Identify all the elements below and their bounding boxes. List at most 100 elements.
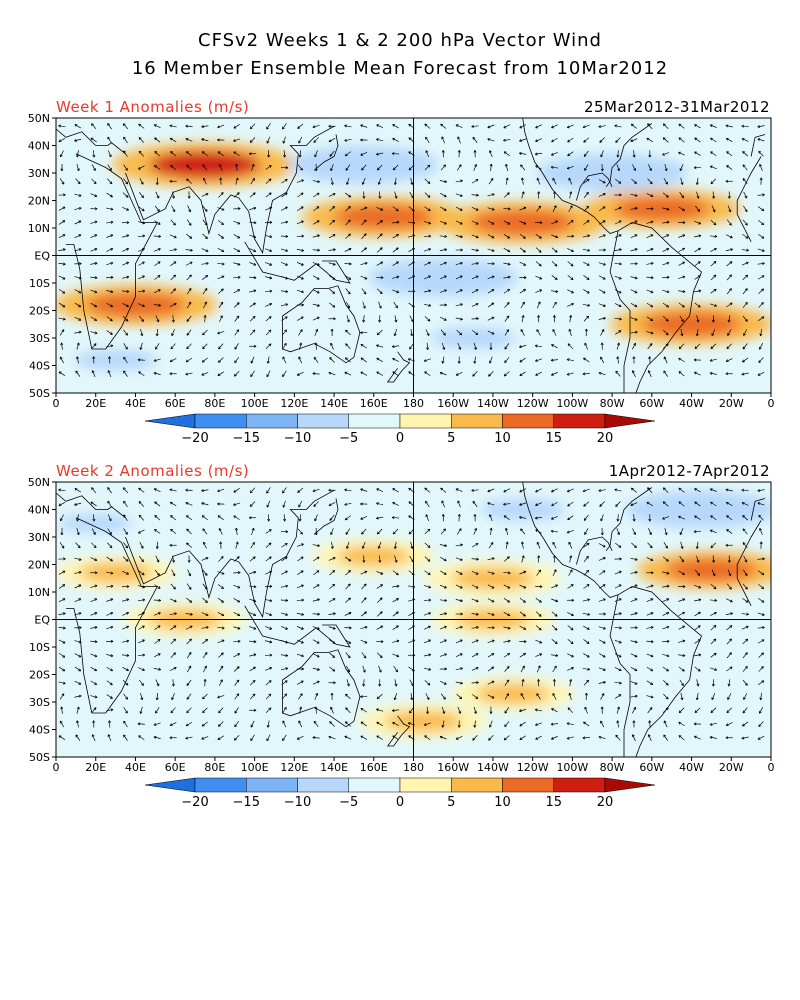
latitude-tick-label: 30N: [28, 167, 50, 180]
anomaly-core: [86, 292, 185, 318]
latitude-tick-label: 40N: [28, 140, 50, 153]
longitude-tick-label: 120W: [517, 761, 549, 774]
coastline: [617, 586, 702, 757]
longitude-tick-label: 20E: [85, 397, 106, 410]
latitude-tick-label: EQ: [34, 250, 50, 263]
anomaly-core: [567, 161, 658, 185]
latitude-tick-label: 30S: [29, 696, 50, 709]
coastline: [736, 156, 762, 215]
latitude-tick-label: 30N: [28, 531, 50, 544]
anomaly-core: [430, 327, 516, 349]
week1-panel-label: Week 1 Anomalies (m/s): [56, 98, 250, 116]
colorbar-tick-label: 10: [494, 795, 511, 810]
longitude-tick-label: 140E: [320, 761, 348, 774]
latitude-tick-label: 50N: [28, 476, 50, 489]
colorbar-tick-label: −5: [339, 431, 358, 446]
week2-colorbar: −20 −15 −10 −5 0 5 10 15 20: [144, 777, 656, 810]
week2-date-range: 1Apr2012-7Apr2012: [608, 462, 770, 480]
longitude-tick-label: 40E: [125, 761, 146, 774]
wind-vectors: [58, 123, 765, 378]
longitude-tick-label: 40E: [125, 397, 146, 410]
anomaly-core: [642, 312, 741, 337]
colorbar-tick-label: −15: [233, 795, 260, 810]
colorbar-tick-label: 20: [597, 431, 614, 446]
colorbar-swatch: [553, 777, 606, 793]
longitude-tick-label: 40W: [679, 397, 704, 410]
colorbar-swatch: [297, 413, 349, 429]
longitude-tick-label: 80E: [204, 397, 225, 410]
longitude-tick-label: 160E: [360, 397, 388, 410]
colorbar-swatch: [297, 777, 349, 793]
anomaly-core: [334, 204, 433, 230]
coastline: [313, 498, 339, 535]
anomaly-core: [614, 196, 709, 221]
colorbar-tick-label: −10: [284, 795, 311, 810]
longitude-tick-label: 40W: [679, 761, 704, 774]
colorbar-tick-label: −15: [233, 431, 260, 446]
latitude-tick-label: 50N: [28, 112, 50, 125]
week2-panel-label: Week 2 Anomalies (m/s): [56, 462, 250, 480]
longitude-tick-label: 0: [768, 761, 775, 774]
longitude-tick-label: 0: [768, 397, 775, 410]
colorbar-max-arrow: [604, 413, 656, 429]
coastline: [281, 649, 361, 728]
longitude-tick-label: 20W: [719, 397, 744, 410]
colorbar-tick-label: −10: [284, 431, 311, 446]
colorbar-tick-label: 5: [447, 431, 455, 446]
coastline: [576, 172, 613, 201]
colorbar-tick-label: 15: [545, 795, 562, 810]
anomaly-core: [666, 558, 757, 582]
coastline: [736, 520, 762, 579]
latitude-tick-label: 20N: [28, 559, 50, 572]
longitude-tick-label: 80E: [204, 761, 225, 774]
coastline: [522, 482, 619, 598]
latitude-tick-label: 10N: [28, 586, 50, 599]
latitude-tick-label: 10N: [28, 222, 50, 235]
longitude-tick-label: 100W: [556, 761, 588, 774]
colorbar-tick-label: 0: [396, 431, 404, 446]
longitude-tick-label: 20W: [719, 761, 744, 774]
wind-vectors: [58, 487, 765, 742]
coastline: [313, 134, 339, 171]
latitude-tick-label: 50S: [29, 387, 50, 400]
anomaly-core: [479, 498, 566, 521]
colorbar-min-arrow: [144, 777, 196, 793]
colorbar-tick-label: −5: [339, 795, 358, 810]
coastline: [605, 487, 653, 552]
longitude-tick-label: 120W: [517, 397, 549, 410]
longitude-tick-label: 60W: [639, 761, 664, 774]
longitude-tick-label: 120E: [280, 761, 308, 774]
colorbar-swatch: [348, 413, 401, 429]
longitude-tick-label: 80W: [600, 397, 625, 410]
longitude-tick-label: 180: [403, 761, 424, 774]
colorbar-swatch: [502, 777, 554, 793]
colorbar-tick-label: −20: [181, 795, 208, 810]
colorbar-swatch: [399, 777, 452, 793]
coastline: [605, 123, 653, 188]
colorbar-swatch: [399, 413, 452, 429]
anomaly-core: [476, 684, 550, 704]
colorbar-swatch: [451, 777, 503, 793]
anomaly-core: [318, 153, 409, 177]
colorbar-swatch: [451, 413, 503, 429]
longitude-tick-label: 100E: [241, 397, 269, 410]
colorbar-swatch: [502, 413, 554, 429]
coastline: [609, 594, 631, 757]
longitude-tick-label: 80W: [600, 761, 625, 774]
longitude-tick-label: 100E: [241, 761, 269, 774]
colorbar-max-arrow: [604, 777, 656, 793]
longitude-tick-label: 60W: [639, 397, 664, 410]
coastline: [281, 285, 361, 364]
longitude-tick-label: 160E: [360, 761, 388, 774]
anomaly-core: [140, 720, 210, 739]
anomaly-core: [78, 563, 153, 583]
anomaly-core: [452, 567, 534, 589]
colorbar-tick-label: 10: [494, 431, 511, 446]
longitude-tick-label: 20E: [85, 761, 106, 774]
latitude-tick-label: 20S: [29, 305, 50, 318]
anomaly-core: [656, 498, 747, 521]
coastline: [125, 125, 335, 254]
anomaly-core: [149, 151, 261, 179]
colorbar-tick-label: −20: [181, 431, 208, 446]
